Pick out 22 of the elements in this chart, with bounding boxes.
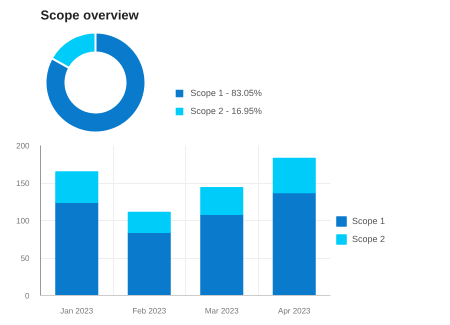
x-tick-label: Jan 2023 bbox=[60, 306, 94, 316]
x-tick-label: Apr 2023 bbox=[278, 306, 312, 316]
bar bbox=[200, 214, 244, 296]
legend-label: Scope 2 - 16.95% bbox=[190, 106, 262, 116]
bar bbox=[128, 212, 171, 233]
y-tick-label: 50 bbox=[20, 254, 30, 263]
legend-label: Scope 2 bbox=[352, 234, 386, 244]
y-tick-label: 200 bbox=[16, 142, 30, 150]
x-tick-label: Mar 2023 bbox=[204, 306, 240, 316]
legend-label: Scope 1 bbox=[352, 216, 386, 226]
bar bbox=[200, 187, 244, 215]
legend-label: Scope 1 - 83.05% bbox=[190, 88, 262, 98]
y-tick-label: 0 bbox=[25, 292, 30, 300]
y-tick-label: 150 bbox=[16, 179, 30, 188]
bar bbox=[128, 232, 171, 296]
bar bbox=[55, 171, 98, 203]
chart-title: Scope overview bbox=[40, 8, 140, 22]
y-tick-label: 100 bbox=[16, 216, 30, 226]
bar bbox=[55, 202, 98, 296]
x-tick-label: Feb 2023 bbox=[132, 306, 167, 316]
bar bbox=[272, 158, 316, 194]
bar bbox=[272, 192, 316, 296]
